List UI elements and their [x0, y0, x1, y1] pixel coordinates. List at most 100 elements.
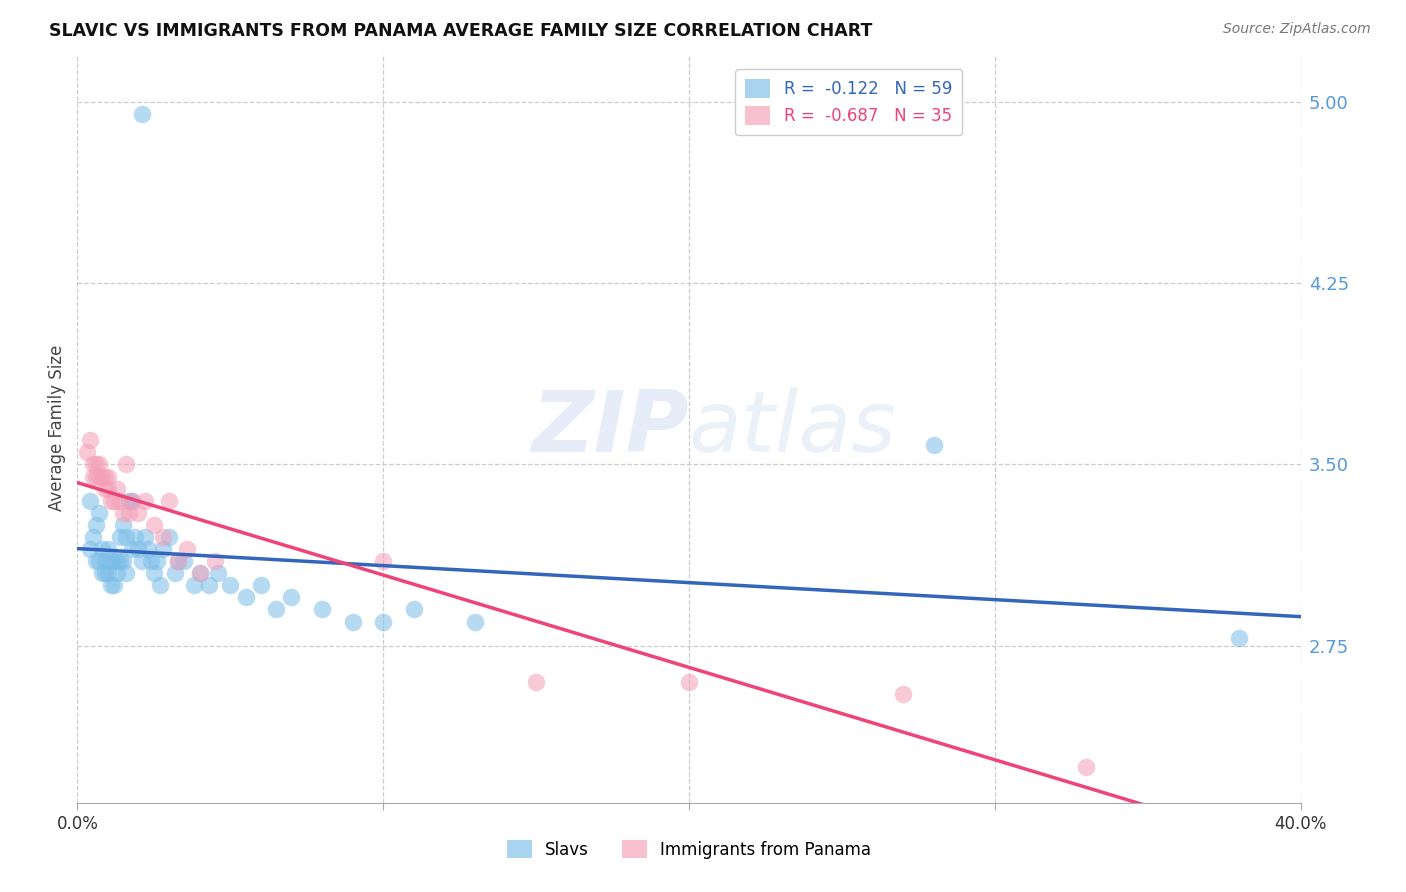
Point [891, 687, 914, 701]
Point [121, 493, 143, 508]
Legend: Slavs, Immigrants from Panama: Slavs, Immigrants from Panama [501, 834, 877, 865]
Point [250, 578, 273, 592]
Point [112, 517, 135, 532]
Point [115, 530, 138, 544]
Point [105, 554, 128, 568]
Point [84, 517, 107, 532]
Point [100, 554, 122, 568]
Point [112, 506, 135, 520]
Point [94, 554, 117, 568]
Point [371, 554, 394, 568]
Point [124, 530, 146, 544]
Point [100, 578, 122, 592]
Point [97, 469, 120, 483]
Point [142, 517, 165, 532]
Point [105, 482, 128, 496]
Point [311, 602, 333, 616]
Point [108, 530, 131, 544]
Point [121, 541, 143, 556]
Point [134, 530, 156, 544]
Point [136, 541, 159, 556]
Y-axis label: Average Family Size: Average Family Size [48, 345, 66, 511]
Point [1076, 759, 1098, 773]
Text: SLAVIC VS IMMIGRANTS FROM PANAMA AVERAGE FAMILY SIZE CORRELATION CHART: SLAVIC VS IMMIGRANTS FROM PANAMA AVERAGE… [49, 22, 873, 40]
Text: atlas: atlas [689, 386, 897, 470]
Point [173, 554, 195, 568]
Point [371, 615, 394, 629]
Point [207, 566, 229, 581]
Point [90, 566, 112, 581]
Point [105, 566, 128, 581]
Point [79, 434, 101, 448]
Point [82, 458, 104, 472]
Point [235, 591, 257, 605]
Point [146, 554, 169, 568]
Point [149, 578, 172, 592]
Point [84, 458, 107, 472]
Point [264, 602, 287, 616]
Point [922, 438, 945, 452]
Point [94, 482, 117, 496]
Point [157, 530, 180, 544]
Point [152, 530, 174, 544]
Point [188, 566, 211, 581]
Text: Source: ZipAtlas.com: Source: ZipAtlas.com [1223, 22, 1371, 37]
Point [87, 458, 110, 472]
Point [97, 482, 120, 496]
Point [118, 493, 141, 508]
Point [167, 554, 190, 568]
Point [90, 469, 112, 483]
Point [112, 554, 135, 568]
Point [134, 493, 156, 508]
Point [97, 566, 120, 581]
Point [198, 578, 221, 592]
Point [82, 530, 104, 544]
Text: ZIP: ZIP [531, 386, 689, 470]
Point [342, 615, 364, 629]
Point [87, 469, 110, 483]
Point [464, 615, 486, 629]
Point [84, 469, 107, 483]
Point [87, 554, 110, 568]
Point [176, 541, 198, 556]
Point [204, 554, 226, 568]
Point [79, 541, 101, 556]
Point [188, 566, 211, 581]
Point [402, 602, 425, 616]
Point [121, 493, 143, 508]
Point [1229, 632, 1251, 646]
Point [118, 506, 141, 520]
Point [157, 493, 180, 508]
Point [100, 493, 122, 508]
Point [103, 578, 125, 592]
Point [76, 445, 98, 459]
Point [167, 554, 190, 568]
Point [87, 506, 110, 520]
Point [90, 541, 112, 556]
Point [183, 578, 205, 592]
Point [79, 493, 101, 508]
Point [82, 469, 104, 483]
Point [524, 675, 547, 690]
Point [131, 107, 153, 121]
Point [94, 469, 117, 483]
Point [219, 578, 242, 592]
Point [103, 554, 125, 568]
Point [678, 675, 700, 690]
Point [94, 566, 117, 581]
Point [139, 554, 162, 568]
Point [165, 566, 187, 581]
Point [115, 566, 138, 581]
Point [97, 541, 120, 556]
Point [280, 591, 302, 605]
Point [152, 541, 174, 556]
Point [108, 493, 131, 508]
Point [84, 554, 107, 568]
Point [103, 493, 125, 508]
Point [108, 554, 131, 568]
Point [128, 506, 150, 520]
Point [128, 541, 150, 556]
Point [131, 554, 153, 568]
Point [142, 566, 165, 581]
Point [115, 458, 138, 472]
